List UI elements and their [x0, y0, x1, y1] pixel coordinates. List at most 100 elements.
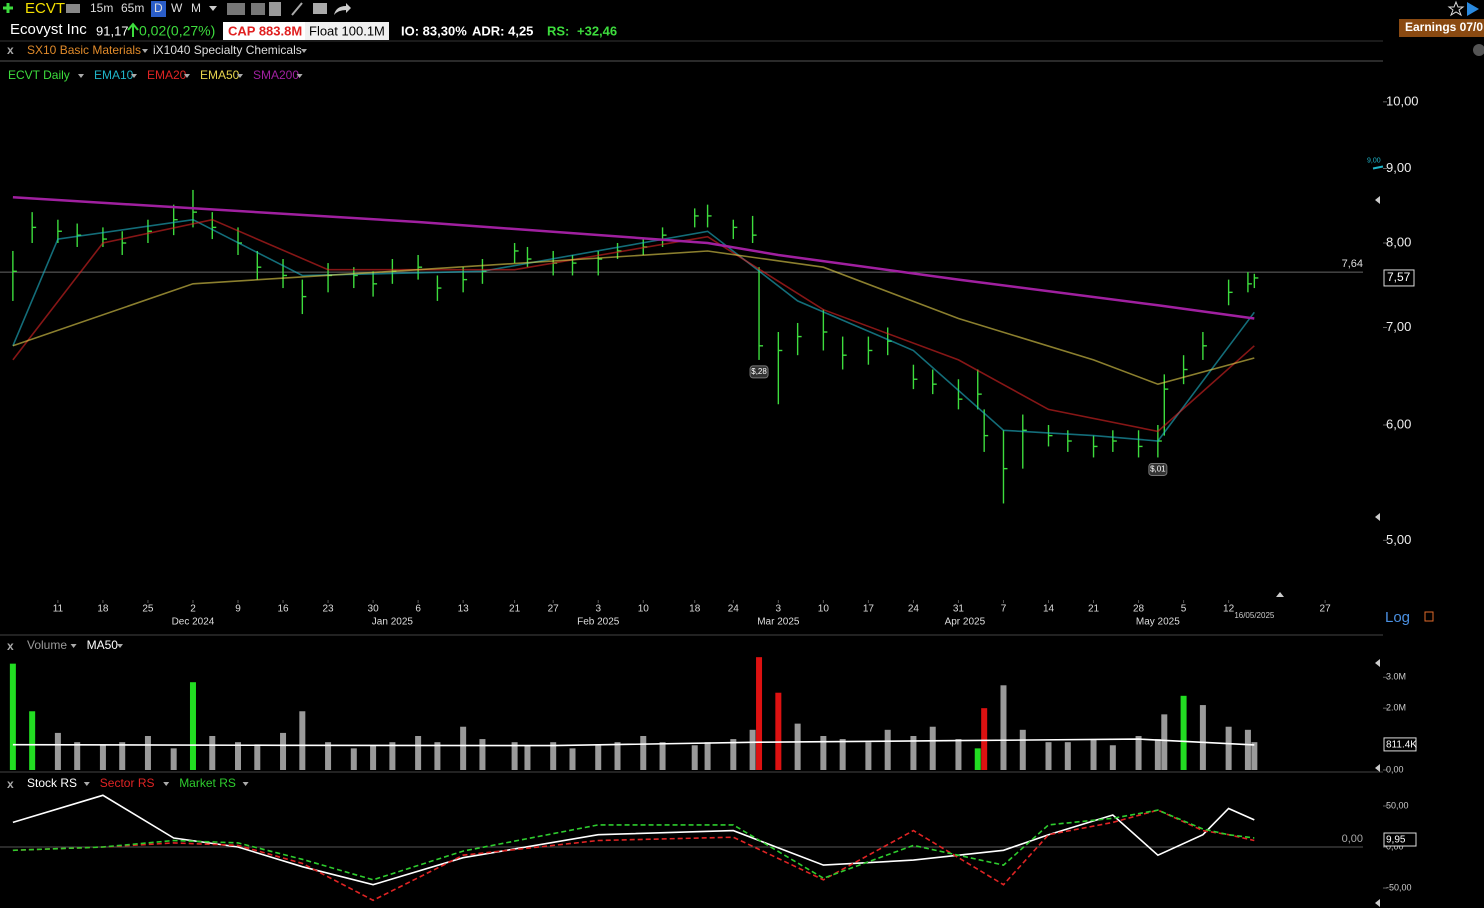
- month-label: May 2025: [1136, 617, 1180, 628]
- volume-bar: [235, 742, 242, 770]
- volume-bar: [479, 739, 486, 770]
- y-tick-label: 9,00: [1386, 160, 1411, 175]
- legend-dropdown[interactable]: [117, 644, 123, 648]
- x-tick-label: 10: [638, 604, 650, 615]
- dropdown[interactable]: [209, 6, 217, 11]
- volume-bar: [460, 726, 467, 770]
- x-tick-label: 9: [235, 604, 241, 615]
- x-tick-label: 27: [548, 604, 560, 615]
- symbol[interactable]: ECVT: [25, 0, 65, 17]
- legend-dropdown[interactable]: [296, 74, 303, 78]
- volume-bar: [254, 745, 261, 770]
- x-tick-label: 16: [277, 604, 289, 615]
- x-tick-label: 23: [322, 604, 334, 615]
- last-value: 811.4K: [1386, 740, 1417, 751]
- interval[interactable]: W: [171, 1, 183, 15]
- volume-bar: [794, 723, 801, 770]
- close-button[interactable]: x: [7, 43, 14, 57]
- legend-entry[interactable]: EMA50: [200, 68, 240, 82]
- play-icon[interactable]: [1467, 2, 1479, 16]
- x-tick-label: 24: [728, 604, 740, 615]
- y-tick-label: 3.0M: [1386, 672, 1406, 682]
- volume-bar: [170, 748, 177, 770]
- legend-entry[interactable]: SMA200: [253, 68, 299, 82]
- close-button[interactable]: x: [7, 777, 14, 791]
- last-value-box: [1383, 832, 1417, 847]
- interval-active: [151, 1, 166, 17]
- io: IO: 83,30%: [401, 23, 467, 38]
- icon[interactable]: [334, 3, 351, 15]
- legend-dropdown[interactable]: [163, 782, 170, 786]
- legend-entry[interactable]: EMA20: [147, 68, 187, 82]
- legend-dropdown[interactable]: [131, 74, 137, 78]
- x-tick-label: 6: [415, 604, 421, 615]
- volume-bar: [299, 711, 306, 770]
- dropdown[interactable]: [301, 49, 307, 53]
- interval[interactable]: 15m: [90, 1, 113, 15]
- legend-entry[interactable]: Volume: [27, 638, 67, 652]
- icon[interactable]: [291, 2, 303, 16]
- legend-dropdown[interactable]: [70, 644, 77, 648]
- month-label: Jan 2025: [372, 617, 414, 628]
- cap-box: [223, 22, 305, 40]
- interval[interactable]: 65m: [121, 1, 144, 15]
- volume-bar: [29, 711, 36, 770]
- volume-bar: [144, 735, 151, 770]
- volume-bar: [756, 657, 763, 770]
- legend-entry[interactable]: Sector RS: [100, 776, 155, 790]
- x-tick-label: 21: [1088, 604, 1100, 615]
- x-tick-label: 18: [97, 604, 109, 615]
- legend-entry[interactable]: Market RS: [179, 776, 236, 790]
- star-icon[interactable]: [1447, 0, 1465, 17]
- x-tick-label: 3: [776, 604, 782, 615]
- icon[interactable]: [313, 3, 327, 14]
- y-tick-label: 50,00: [1386, 800, 1409, 810]
- dividend-label: $,28: [751, 367, 767, 376]
- icon[interactable]: [251, 3, 265, 15]
- dropdown[interactable]: [142, 49, 148, 53]
- volume-bar: [730, 739, 737, 770]
- volume-bar: [415, 735, 422, 770]
- interval[interactable]: D: [154, 1, 163, 15]
- icon[interactable]: [66, 4, 80, 13]
- x-tick-label: 27: [1320, 604, 1332, 615]
- line-series: [12, 809, 1255, 902]
- volume-bar: [704, 742, 711, 770]
- volume-bar: [595, 745, 602, 770]
- y-tick-label: -50,00: [1386, 882, 1412, 892]
- lock-icon[interactable]: [1424, 611, 1434, 622]
- volume-bar: [325, 742, 332, 770]
- x-tick-label: 18: [689, 604, 701, 615]
- line-series: [12, 218, 1255, 442]
- x-tick-label: 12: [1223, 604, 1235, 615]
- icon[interactable]: [227, 3, 245, 15]
- x-tick-label: 30: [368, 604, 380, 615]
- price-line-label: 7,64: [1342, 258, 1363, 270]
- x-tick-label: 14: [1043, 604, 1055, 615]
- legend-entry[interactable]: ECVT Daily: [8, 68, 70, 82]
- scale-label[interactable]: Log: [1385, 609, 1410, 626]
- volume-bar: [820, 735, 827, 770]
- volume-bar: [974, 748, 981, 770]
- company-name: Ecovyst Inc: [10, 21, 87, 38]
- legend-dropdown[interactable]: [78, 74, 84, 78]
- legend-dropdown[interactable]: [237, 74, 243, 78]
- volume-bar: [839, 739, 846, 770]
- legend-dropdown[interactable]: [184, 74, 190, 78]
- close-button[interactable]: x: [7, 639, 14, 653]
- legend-entry[interactable]: MA50: [87, 638, 119, 652]
- legend-dropdown[interactable]: [242, 782, 249, 786]
- x-tick-label: 24: [908, 604, 920, 615]
- icon[interactable]: [269, 2, 281, 16]
- add-icon[interactable]: [3, 3, 13, 13]
- scroll-button[interactable]: [1473, 44, 1484, 56]
- legend-entry[interactable]: Stock RS: [27, 776, 77, 790]
- legend-dropdown[interactable]: [83, 782, 90, 786]
- legend-entry[interactable]: EMA10: [94, 68, 134, 82]
- volume-bar: [614, 742, 621, 770]
- zero-line-label: 0,00: [1342, 833, 1363, 845]
- interval[interactable]: M: [191, 1, 201, 15]
- volume-bar: [511, 742, 518, 770]
